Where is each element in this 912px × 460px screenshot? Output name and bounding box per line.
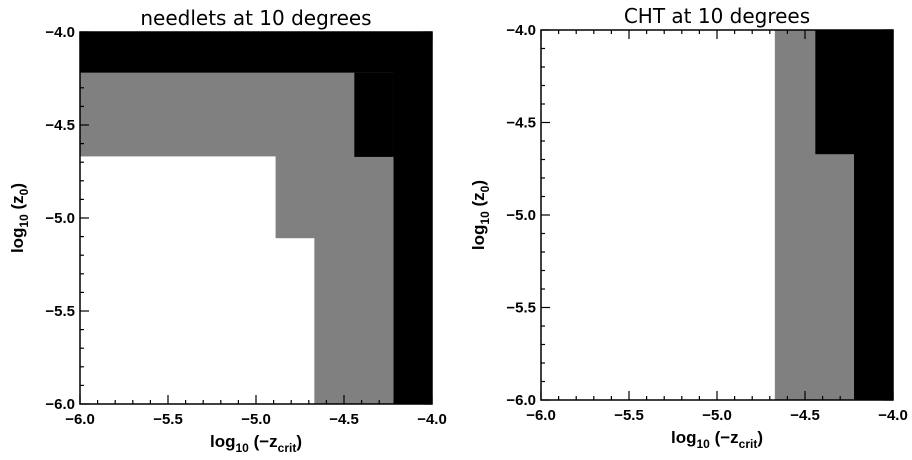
label-part: ) <box>296 432 302 451</box>
region-gray <box>815 153 855 401</box>
x-axis-label: log10 (−zcrit) <box>671 428 763 451</box>
label-part: (−z <box>249 432 278 451</box>
y-tick-label: −4.5 <box>506 115 536 132</box>
label-subscript: 0 <box>17 188 31 195</box>
chart-panel-1: −6.0 −5.5 −5.0 −4.5 −4.0 −6.0 −5.5 −5.0 −4.5 −4.0… <box>8 6 447 455</box>
region-black <box>815 29 855 155</box>
x-tick-label: −4.5 <box>790 407 820 424</box>
label-part: log <box>469 225 488 251</box>
x-tick-label: −4.0 <box>878 407 908 424</box>
chart-title: CHT at 10 degrees <box>624 4 810 28</box>
label-part: log <box>8 228 27 254</box>
region-white <box>79 156 276 239</box>
region-white <box>540 29 776 401</box>
label-part: ) <box>8 183 27 189</box>
x-tick-label: −5.5 <box>153 411 183 428</box>
y-tick-label: −5.0 <box>506 207 536 224</box>
label-part: (z <box>8 195 27 214</box>
label-subscript: 10 <box>17 214 31 228</box>
y-tick-label: −4.5 <box>45 117 75 134</box>
label-subscript: 10 <box>478 211 492 225</box>
y-tick-label: −5.5 <box>506 300 536 317</box>
y-tick-label: −4.0 <box>45 24 75 41</box>
region-white <box>79 238 315 405</box>
y-tick-label: −4.0 <box>506 22 536 39</box>
x-tick-label: −6.0 <box>526 407 556 424</box>
label-subscript: crit <box>739 437 758 451</box>
label-part: ) <box>757 428 763 447</box>
x-tick-label: −5.0 <box>702 407 732 424</box>
region-gray <box>774 29 816 401</box>
label-part: (−z <box>710 428 739 447</box>
chart-title: needlets at 10 degrees <box>140 6 371 30</box>
x-tick-label: −5.5 <box>614 407 644 424</box>
x-tick-label: −5.0 <box>241 411 271 428</box>
x-axis-label: log10 (−zcrit) <box>210 432 302 455</box>
label-subscript: crit <box>278 441 297 455</box>
y-axis-label: log10 (z0) <box>469 180 492 250</box>
x-tick-label: −6.0 <box>65 411 95 428</box>
label-subscript: 10 <box>235 441 249 455</box>
y-tick-label: −5.0 <box>45 210 75 227</box>
label-part: log <box>671 428 697 447</box>
label-subscript: 0 <box>478 185 492 192</box>
x-tick-label: −4.5 <box>329 411 359 428</box>
label-part: log <box>210 432 236 451</box>
y-axis-label: log10 (z0) <box>8 183 31 253</box>
y-tick-label: −5.5 <box>45 303 75 320</box>
label-subscript: 10 <box>696 437 710 451</box>
label-part: ) <box>469 180 488 186</box>
chart-panel-2: −6.0 −5.5 −5.0 −4.5 −4.0 −6.0 −5.5 −5.0 −4.5 −4.0… <box>469 4 908 451</box>
x-tick-label: −4.0 <box>417 411 447 428</box>
y-tick-label: −6.0 <box>45 396 75 413</box>
label-part: (z <box>469 192 488 211</box>
y-tick-label: −6.0 <box>506 392 536 409</box>
region-black <box>354 72 394 157</box>
